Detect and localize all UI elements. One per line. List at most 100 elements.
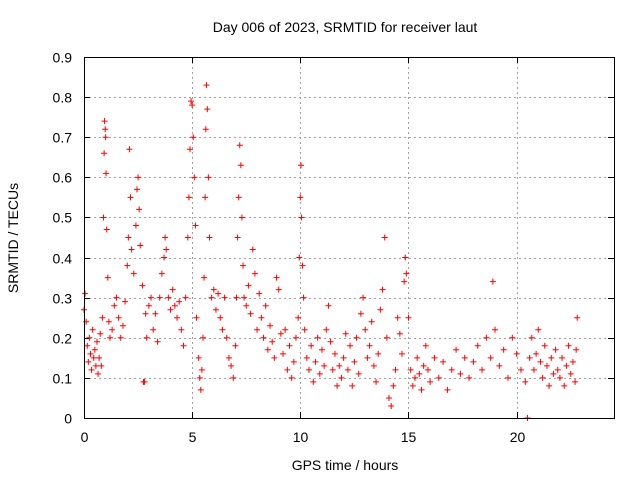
data-point xyxy=(528,334,535,341)
data-point xyxy=(563,362,570,369)
data-point xyxy=(407,366,414,373)
data-point xyxy=(125,234,132,241)
data-point xyxy=(122,298,129,305)
data-point xyxy=(303,354,310,361)
data-point xyxy=(233,294,240,301)
data-point xyxy=(176,298,183,305)
data-point xyxy=(115,314,122,321)
data-point xyxy=(217,314,224,321)
data-point xyxy=(355,370,362,377)
data-point xyxy=(526,354,533,361)
data-point xyxy=(119,322,126,329)
data-point xyxy=(280,350,287,357)
data-point xyxy=(100,214,107,221)
data-point xyxy=(105,318,112,325)
data-point xyxy=(543,362,550,369)
data-point xyxy=(89,326,96,333)
data-point xyxy=(360,294,367,301)
data-point xyxy=(99,314,106,321)
y-tick-label: 0.9 xyxy=(53,50,73,66)
data-point xyxy=(296,254,303,261)
data-point xyxy=(565,342,572,349)
data-point xyxy=(522,378,529,385)
data-point xyxy=(117,334,124,341)
data-point xyxy=(420,362,427,369)
data-point xyxy=(377,306,384,313)
data-point xyxy=(180,342,187,349)
data-points xyxy=(81,82,581,421)
data-point xyxy=(127,194,134,201)
data-point xyxy=(505,374,511,381)
data-point xyxy=(245,282,252,289)
data-point xyxy=(104,274,111,281)
data-point xyxy=(500,346,507,353)
x-tick-label: 20 xyxy=(510,429,526,445)
data-point xyxy=(366,342,373,349)
data-point xyxy=(286,342,293,349)
data-point xyxy=(399,350,405,357)
data-point xyxy=(221,294,228,301)
data-point xyxy=(422,342,429,349)
data-point xyxy=(537,358,544,365)
data-point xyxy=(277,330,284,337)
data-point xyxy=(316,370,323,377)
data-point xyxy=(156,294,163,301)
data-point xyxy=(535,326,542,333)
data-point xyxy=(323,326,330,333)
data-point xyxy=(390,382,397,389)
data-point xyxy=(106,334,113,341)
data-point xyxy=(325,302,332,309)
data-point xyxy=(235,194,242,201)
data-point xyxy=(448,366,455,373)
data-point xyxy=(427,378,434,385)
data-point xyxy=(353,334,360,341)
data-point xyxy=(178,326,185,333)
data-point xyxy=(342,330,349,337)
data-point xyxy=(96,354,103,361)
data-point xyxy=(546,382,553,389)
data-point xyxy=(375,350,382,357)
data-point xyxy=(479,366,486,373)
data-point xyxy=(260,334,267,341)
data-point xyxy=(142,310,149,317)
chart-title: Day 006 of 2023, SRMTID for receiver lau… xyxy=(213,19,478,35)
data-point xyxy=(212,306,219,313)
data-point xyxy=(271,354,278,361)
data-point xyxy=(418,386,425,393)
data-point xyxy=(470,358,477,365)
data-point xyxy=(349,382,356,389)
data-point xyxy=(150,326,157,333)
data-point xyxy=(139,282,146,289)
data-point xyxy=(192,222,199,229)
x-axis-label: GPS time / hours xyxy=(292,457,399,473)
data-point xyxy=(98,362,105,369)
data-point xyxy=(167,306,174,313)
data-point xyxy=(435,374,442,381)
data-point xyxy=(84,342,91,349)
data-point xyxy=(251,270,258,277)
data-point xyxy=(357,310,364,317)
data-point xyxy=(483,334,490,341)
y-tick-label: 0.6 xyxy=(53,170,73,186)
y-tick-labels: 0 0.1 0.2 0.3 0.4 0.5 0.6 0.7 0.8 0.9 xyxy=(53,50,73,427)
data-point xyxy=(541,342,548,349)
data-point xyxy=(305,366,312,373)
data-point xyxy=(308,342,315,349)
data-point xyxy=(282,326,289,333)
data-point xyxy=(126,146,133,153)
data-point xyxy=(299,262,306,269)
data-point xyxy=(202,126,209,133)
data-point xyxy=(273,274,280,281)
data-point xyxy=(135,174,142,181)
data-point xyxy=(162,234,169,241)
data-point xyxy=(97,330,104,337)
data-point xyxy=(165,294,172,301)
data-point xyxy=(364,354,371,361)
data-point xyxy=(561,382,568,389)
data-point xyxy=(284,366,291,373)
data-point xyxy=(338,374,345,381)
data-point xyxy=(201,274,208,281)
data-point xyxy=(136,206,143,213)
data-point xyxy=(102,126,109,133)
data-point xyxy=(288,374,295,381)
